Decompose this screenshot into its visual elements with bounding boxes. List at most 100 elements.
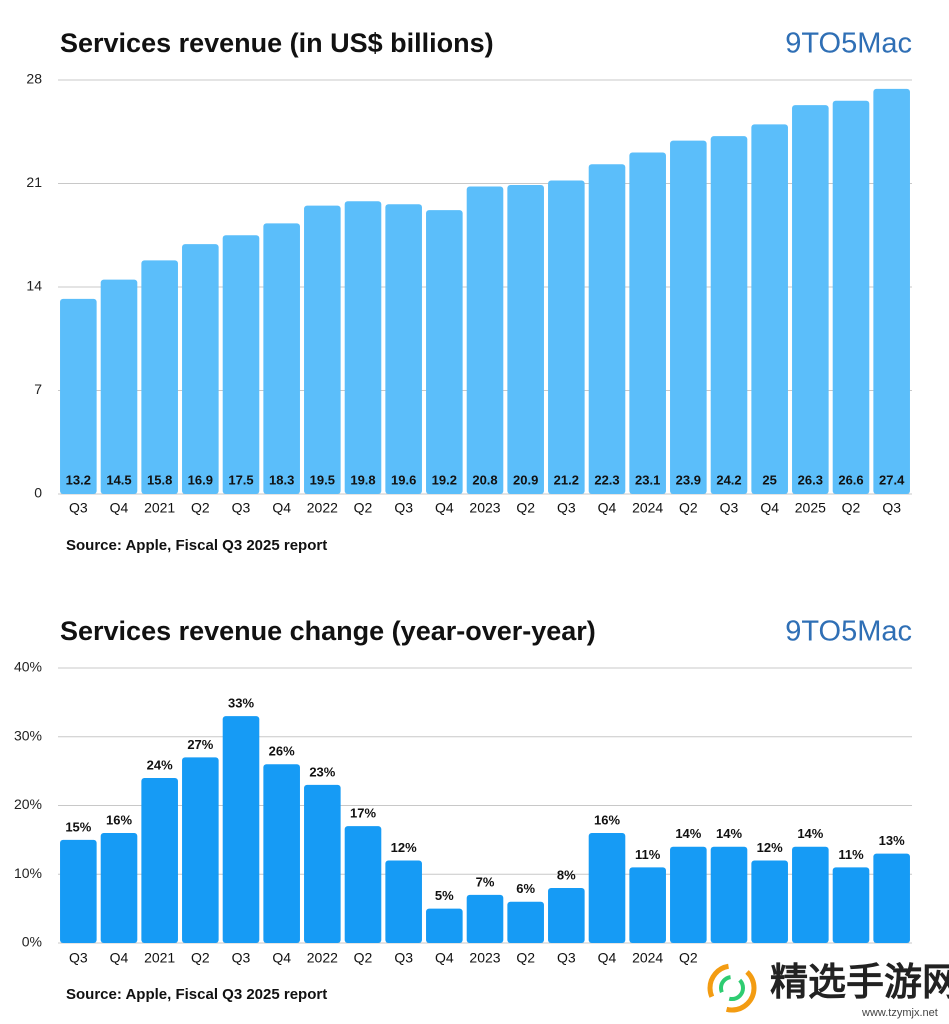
bar: [304, 205, 341, 494]
bar: [263, 223, 300, 494]
bar: [426, 908, 463, 943]
x-tick-label: Q2: [354, 500, 373, 516]
bar: [629, 152, 666, 494]
watermark-text: 精选手游网: [770, 962, 949, 1004]
x-tick-label: 2021: [144, 500, 175, 516]
bar: [832, 867, 870, 943]
bar: [751, 860, 788, 943]
value-label: 17.5: [228, 472, 253, 487]
value-label: 13.2: [66, 472, 91, 487]
value-label: 7%: [476, 874, 495, 889]
y-tick-label: 0: [34, 485, 42, 501]
value-label: 12%: [757, 840, 783, 855]
bar: [222, 716, 260, 943]
value-label: 33%: [228, 696, 254, 711]
bar: [792, 846, 829, 943]
value-label: 19.2: [432, 472, 457, 487]
value-label: 26%: [269, 744, 295, 759]
x-tick-label: 2024: [632, 950, 663, 966]
x-tick-label: Q4: [110, 500, 129, 516]
x-tick-label: Q4: [598, 950, 617, 966]
bar: [60, 298, 97, 494]
x-tick-label: Q2: [842, 500, 861, 516]
watermark-icon: [707, 963, 757, 1013]
bar: [507, 184, 544, 494]
x-tick-label: Q4: [760, 500, 779, 516]
bar: [548, 888, 585, 943]
value-label: 19.8: [350, 472, 375, 487]
x-tick-label: 2022: [307, 950, 338, 966]
y-tick-label: 30%: [14, 727, 42, 743]
bar: [873, 853, 910, 943]
value-label: 23%: [309, 764, 335, 779]
bar: [710, 846, 748, 943]
bar: [548, 180, 585, 495]
x-tick-label: 2024: [632, 500, 663, 516]
bar: [100, 279, 138, 494]
bar: [710, 136, 748, 494]
bar: [670, 140, 707, 494]
bar: [588, 833, 626, 943]
value-label: 16.9: [188, 472, 213, 487]
x-tick-label: Q2: [516, 500, 535, 516]
x-tick-label: Q3: [69, 500, 88, 516]
bar: [385, 204, 422, 494]
y-tick-label: 14: [26, 278, 42, 294]
value-label: 14.5: [106, 472, 131, 487]
y-tick-label: 20%: [14, 796, 42, 812]
x-tick-label: 2025: [795, 500, 826, 516]
bar: [873, 88, 910, 494]
logo: 9TO5Mac: [785, 28, 912, 60]
bar: [466, 186, 504, 494]
source: Source: Apple, Fiscal Q3 2025 report: [66, 986, 327, 1003]
value-label: 20.8: [472, 472, 497, 487]
x-tick-label: 2022: [307, 500, 338, 516]
bar: [344, 826, 382, 943]
value-label: 14%: [675, 826, 701, 841]
x-tick-label: Q2: [354, 950, 373, 966]
y-tick-label: 28: [26, 71, 42, 87]
y-tick-label: 0%: [22, 934, 42, 950]
bar: [426, 210, 463, 494]
x-tick-label: 2023: [469, 950, 500, 966]
value-label: 13%: [879, 833, 905, 848]
value-label: 15%: [65, 819, 91, 834]
value-label: 6%: [516, 881, 535, 896]
x-tick-label: Q4: [272, 500, 291, 516]
bar: [588, 164, 626, 494]
y-tick-label: 21: [26, 174, 42, 190]
x-tick-label: Q3: [557, 500, 576, 516]
value-label: 14%: [797, 826, 823, 841]
value-label: 16%: [106, 812, 132, 827]
value-label: 27.4: [879, 472, 905, 487]
value-label: 16%: [594, 812, 620, 827]
plots: 0 7 14 21 28 13.2 Q3 14.5 Q4 15.8 2021 16.9 Q2 17.5 Q3…: [14, 71, 912, 966]
y-tick-label: 40%: [14, 659, 42, 675]
chart-title: Services revenue change (year-over-year): [60, 616, 596, 646]
x-tick-label: Q3: [557, 950, 576, 966]
x-tick-label: Q3: [394, 950, 413, 966]
watermark: 精选手游网 www.tzymjx.net: [700, 952, 949, 1024]
value-label: 12%: [391, 840, 417, 855]
value-label: 24.2: [716, 472, 741, 487]
chart-title: Services revenue (in US$ billions): [60, 28, 494, 58]
source: Source: Apple, Fiscal Q3 2025 report: [66, 537, 327, 554]
x-tick-label: Q2: [191, 500, 210, 516]
value-label: 26.3: [798, 472, 823, 487]
value-label: 21.2: [554, 472, 579, 487]
x-tick-label: Q4: [272, 950, 291, 966]
y-tick-label: 10%: [14, 865, 42, 881]
x-tick-label: Q4: [435, 500, 454, 516]
value-label: 17%: [350, 806, 376, 821]
logo: 9TO5Mac: [785, 616, 912, 648]
x-tick-label: Q2: [191, 950, 210, 966]
bar: [304, 784, 341, 943]
x-tick-label: Q2: [516, 950, 535, 966]
bar: [670, 846, 707, 943]
bar: [60, 839, 97, 943]
x-tick-label: Q3: [69, 950, 88, 966]
x-tick-label: Q3: [720, 500, 739, 516]
value-label: 19.6: [391, 472, 416, 487]
x-tick-label: Q2: [679, 950, 698, 966]
value-label: 23.9: [676, 472, 701, 487]
